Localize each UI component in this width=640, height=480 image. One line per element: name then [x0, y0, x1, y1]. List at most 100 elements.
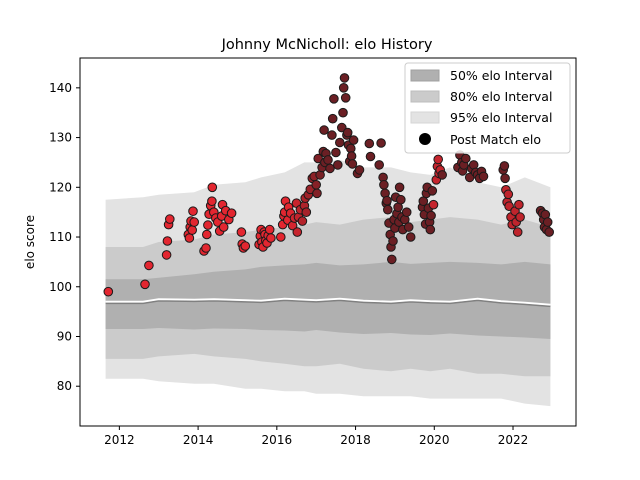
post-match-point-32	[236, 227, 247, 237]
x-tick-label-2014: 2014	[183, 433, 214, 447]
post-match-point-85	[333, 160, 343, 170]
post-match-point-83	[329, 94, 339, 104]
post-match-point-28	[218, 222, 229, 232]
y-axis-label: elo score	[23, 215, 37, 269]
post-match-point-115	[387, 254, 397, 265]
post-match-point-12	[188, 206, 198, 216]
post-match-point-89	[338, 83, 349, 93]
post-match-point-142	[428, 199, 439, 210]
post-match-point-2	[144, 260, 154, 271]
legend-label-post-match: Post Match elo	[450, 132, 541, 147]
x-tick-label-2022: 2022	[498, 433, 529, 447]
post-match-point-16	[202, 229, 212, 240]
legend-swatch-50	[410, 69, 440, 82]
post-match-point-0	[103, 286, 114, 297]
y-tick-label-90: 90	[57, 329, 72, 343]
post-match-point-140	[426, 210, 436, 221]
post-match-point-124	[396, 194, 406, 205]
post-match-point-59	[292, 227, 303, 237]
plot-area	[103, 73, 555, 407]
post-match-point-128	[401, 207, 412, 217]
post-match-point-88	[338, 107, 348, 118]
post-match-point-21	[207, 182, 218, 193]
post-match-point-17	[203, 220, 213, 230]
axes-frame	[79, 57, 577, 427]
post-match-point-98	[347, 159, 358, 169]
post-match-point-4	[162, 236, 173, 246]
post-match-point-165	[500, 173, 510, 184]
post-match-point-11	[187, 225, 197, 235]
post-match-point-183	[542, 217, 553, 227]
post-match-point-81	[327, 130, 337, 140]
post-match-point-62	[297, 216, 308, 226]
post-match-point-65	[301, 207, 312, 217]
post-match-point-148	[437, 170, 448, 180]
post-match-point-123	[394, 182, 405, 193]
post-match-point-93	[342, 127, 353, 138]
x-axis: 2012 2014 2016 2018 2020 2022	[104, 426, 528, 447]
median-shadow-line	[105, 299, 551, 308]
legend-swatch-95	[410, 111, 440, 124]
post-match-point-35	[240, 241, 251, 251]
post-match-point-79	[323, 155, 333, 165]
post-match-point-6	[165, 214, 175, 224]
x-tick-label-2020: 2020	[419, 433, 450, 447]
median-elo-line	[105, 297, 551, 306]
post-match-point-31	[226, 208, 237, 218]
y-tick-label-140: 140	[49, 81, 72, 95]
y-tick-label-100: 100	[49, 280, 72, 294]
post-match-point-116	[388, 236, 398, 246]
post-match-point-111	[383, 204, 393, 215]
post-match-point-162	[478, 171, 489, 182]
post-match-point-76	[319, 125, 329, 135]
post-match-point-164	[499, 161, 510, 171]
post-match-point-15	[201, 243, 211, 253]
post-match-point-139	[425, 224, 436, 235]
legend-marker-post-match	[419, 133, 431, 145]
post-match-point-71	[312, 188, 322, 199]
legend-swatch-80	[410, 90, 440, 103]
post-match-point-101	[354, 165, 365, 175]
post-match-point-46	[264, 224, 275, 235]
post-match-point-86	[335, 137, 345, 148]
post-match-point-13	[189, 217, 199, 227]
post-match-point-90	[339, 73, 350, 83]
post-match-point-84	[331, 147, 341, 158]
post-match-point-130	[405, 232, 416, 242]
post-match-point-184	[544, 227, 555, 237]
post-match-point-103	[365, 151, 376, 162]
post-match-point-110	[382, 195, 392, 206]
post-match-point-3	[161, 250, 172, 260]
post-match-point-168	[503, 189, 514, 200]
post-match-point-107	[379, 180, 389, 190]
legend: 50% elo Interval 80% elo Interval 95% el…	[404, 62, 571, 154]
post-match-point-154	[461, 153, 471, 164]
post-match-point-104	[374, 160, 385, 170]
post-match-point-1	[140, 279, 150, 290]
legend-label-80: 80% elo Interval	[450, 89, 552, 104]
post-match-point-174	[512, 227, 523, 237]
legend-label-95: 95% elo Interval	[450, 110, 552, 125]
post-match-point-47	[266, 233, 276, 243]
y-tick-label-120: 120	[49, 180, 72, 194]
x-tick-label-2016: 2016	[262, 433, 293, 447]
y-tick-label-80: 80	[57, 379, 72, 393]
y-tick-label-110: 110	[49, 230, 72, 244]
y-axis: 80 90 100 110 120 130 140	[49, 81, 80, 393]
x-tick-label-2018: 2018	[340, 433, 371, 447]
x-tick-label-2012: 2012	[104, 433, 135, 447]
post-match-point-99	[348, 135, 359, 145]
y-tick-label-130: 130	[49, 131, 72, 145]
post-match-point-48	[276, 232, 286, 242]
post-match-point-129	[403, 222, 414, 232]
legend-box	[404, 62, 571, 154]
post-match-point-105	[376, 138, 386, 148]
chart-title: Johnny McNicholl: elo History	[221, 37, 433, 53]
post-match-point-102	[364, 138, 375, 149]
post-match-point-141	[427, 186, 438, 196]
post-match-point-175	[514, 199, 524, 210]
post-match-point-176	[515, 212, 525, 222]
legend-label-50: 50% elo Interval	[450, 68, 552, 83]
post-match-point-20	[207, 196, 217, 206]
